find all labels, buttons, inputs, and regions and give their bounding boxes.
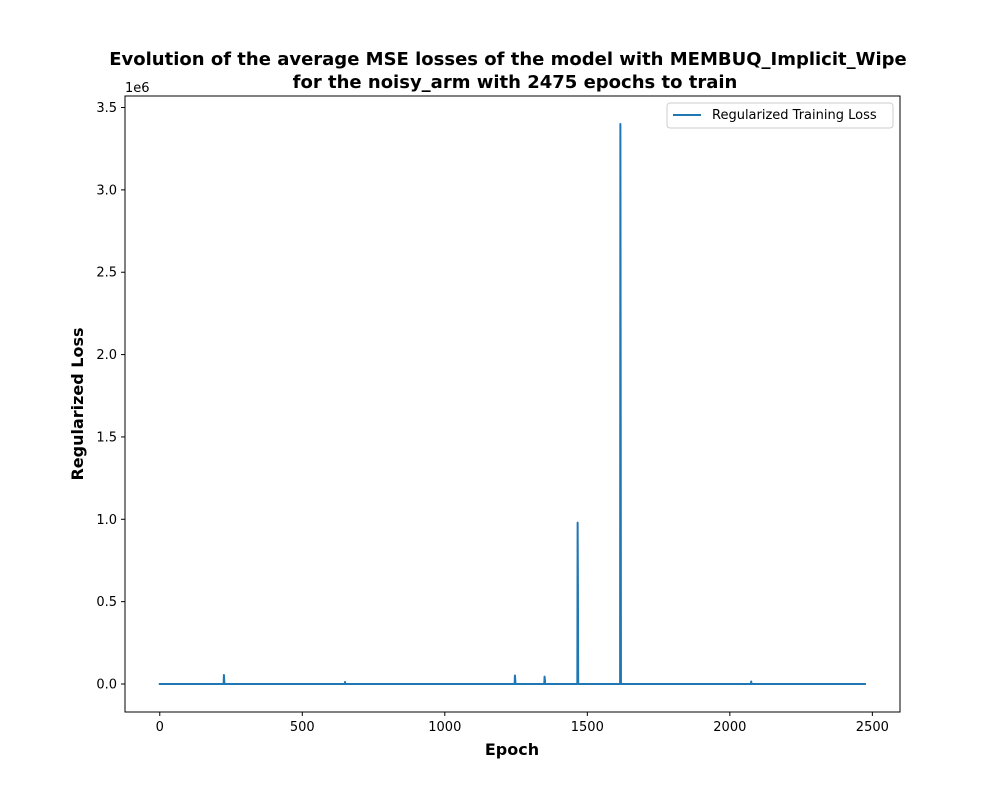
y-tick-label: 1.5 [96,430,117,445]
y-offset-label: 1e6 [125,81,150,96]
x-tick-label: 1500 [571,720,604,735]
y-axis-label: Regularized Loss [68,327,87,480]
chart-title-line2: for the noisy_arm with 2475 epochs to tr… [293,72,738,93]
x-tick-label: 2500 [856,720,889,735]
x-tick-label: 0 [156,720,164,735]
x-tick-label: 1000 [428,720,461,735]
chart-title-line1: Evolution of the average MSE losses of t… [109,49,907,70]
plot-frame [124,95,901,713]
x-tick-label: 2000 [713,720,746,735]
x-axis-ticks: 0 500 1000 1500 2000 2500 [156,712,889,735]
legend-box [666,102,894,129]
x-tick-label: 500 [290,720,315,735]
y-tick-label: 3.0 [96,183,117,198]
x-axis-label: Epoch [485,740,539,759]
y-tick-label: 3.5 [96,101,117,116]
legend-label: Regularized Training Loss [712,108,877,123]
y-tick-label: 2.0 [96,348,117,363]
legend: Regularized Training Loss [666,102,894,129]
series-line-0 [158,123,866,685]
series-layer [158,123,866,685]
y-tick-label: 1.0 [96,513,117,528]
y-axis-ticks: 0.0 0.5 1.0 1.5 2.0 2.5 3.0 3.5 [96,101,125,693]
y-tick-label: 2.5 [96,266,117,281]
y-tick-label: 0.0 [96,678,117,693]
y-tick-label: 0.5 [96,595,117,610]
